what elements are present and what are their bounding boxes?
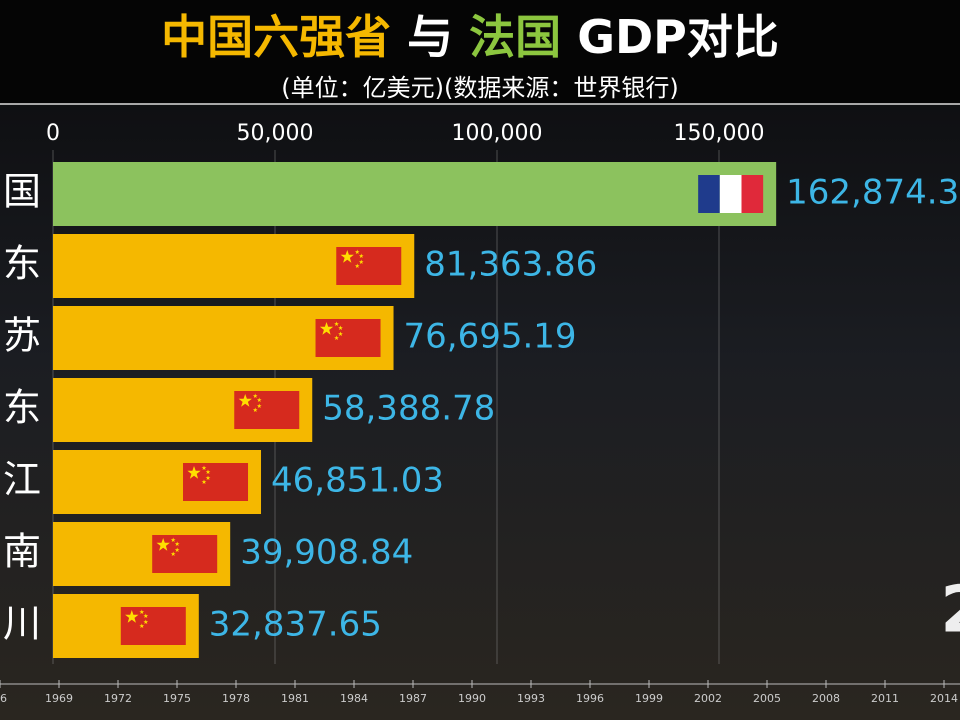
value-label: 46,851.03 [271, 461, 444, 501]
flag-star [201, 465, 207, 470]
timeline-tick-label: 2011 [871, 692, 899, 705]
flag-star [338, 325, 343, 330]
flag [152, 535, 218, 573]
timeline-tick-label: 2014 [930, 692, 958, 705]
bar [53, 162, 777, 226]
timeline-tick-label: 1993 [517, 692, 545, 705]
timeline-tick-label: 1969 [45, 692, 73, 705]
flag-star [174, 541, 180, 546]
header-band [0, 0, 960, 104]
flag-star [201, 479, 207, 484]
flag-star [338, 331, 343, 336]
x-tick-label: 100,000 [452, 121, 543, 146]
year-label: 2 [940, 574, 960, 648]
category-label: 东 [3, 386, 41, 430]
flag-star [340, 250, 354, 263]
flag-star [205, 475, 211, 480]
flag-star [252, 393, 258, 398]
flag-star [252, 407, 258, 412]
flag-star [358, 253, 364, 258]
flag-star [143, 619, 149, 624]
timeline-tick-label: 1981 [281, 692, 309, 705]
flag-star [125, 610, 139, 623]
flag [698, 175, 764, 213]
flag-star [256, 397, 262, 402]
flag [183, 463, 249, 501]
flag-star [319, 322, 334, 335]
flag-star [334, 335, 339, 340]
timeline-tick-label: 2008 [812, 692, 840, 705]
timeline-tick-label: 1999 [635, 692, 663, 705]
category-label: 川 [3, 602, 41, 646]
title-part: 中国六强省 [161, 10, 391, 64]
timeline-tick-label: 1975 [163, 692, 191, 705]
category-label: 东 [3, 242, 41, 286]
x-tick-label: 50,000 [237, 121, 314, 146]
flag [234, 391, 300, 429]
x-tick-label: 150,000 [674, 121, 765, 146]
title-part: 法国 [469, 10, 561, 64]
value-label: 32,837.65 [209, 605, 382, 645]
flag-star [256, 403, 262, 408]
flag-field [120, 607, 186, 645]
flag-stripe [719, 175, 742, 213]
timeline-tick-label: 2005 [753, 692, 781, 705]
flag [315, 319, 381, 357]
flag-star [174, 547, 180, 552]
value-label: 76,695.19 [404, 317, 577, 357]
flag-star [334, 321, 339, 326]
flag-star [354, 263, 360, 268]
flag-field [234, 391, 300, 429]
flag-star [156, 538, 170, 551]
title-part: 与 [407, 10, 453, 64]
chart-subtitle: (单位：亿美元)(数据来源：世界银行) [281, 74, 678, 102]
category-label: 江 [3, 458, 41, 502]
value-label: 81,363.86 [424, 245, 597, 285]
category-label: 苏 [3, 314, 41, 358]
flag-star [170, 537, 176, 542]
flag-star [354, 249, 360, 254]
flag-star [187, 466, 201, 479]
flag [336, 247, 402, 285]
title-part: GDP对比 [577, 10, 779, 64]
category-label: 国 [3, 170, 41, 214]
timeline-tick-label: 1996 [576, 692, 604, 705]
value-label: 58,388.78 [322, 389, 495, 429]
flag-stripe [698, 175, 720, 213]
flag-star [170, 551, 176, 556]
timeline-tick-label: 1987 [399, 692, 427, 705]
value-label: 162,874.39 [786, 173, 960, 213]
flag-star [143, 613, 149, 618]
chart-title: 中国六强省 与 法国 GDP对比 [161, 10, 779, 64]
flag-field [336, 247, 402, 285]
timeline-tick-label: 1984 [340, 692, 368, 705]
flag-star [205, 469, 211, 474]
flag-star [238, 394, 252, 407]
value-label: 39,908.84 [240, 533, 413, 573]
flag-field [315, 319, 381, 357]
timeline-tick-label: 2002 [694, 692, 722, 705]
timeline-tick-label: 1972 [104, 692, 132, 705]
timeline-tick-label: 1978 [222, 692, 250, 705]
flag-star [139, 623, 145, 628]
category-label: 南 [3, 530, 41, 574]
flag-field [152, 535, 218, 573]
timeline-tick-label: 1990 [458, 692, 486, 705]
flag-field [183, 463, 249, 501]
x-tick-label: 0 [46, 121, 60, 146]
flag-star [139, 609, 145, 614]
timeline-tick-label: 66 [0, 692, 7, 705]
flag [120, 607, 186, 645]
flag-stripe [741, 175, 764, 213]
flag-star [358, 259, 364, 264]
